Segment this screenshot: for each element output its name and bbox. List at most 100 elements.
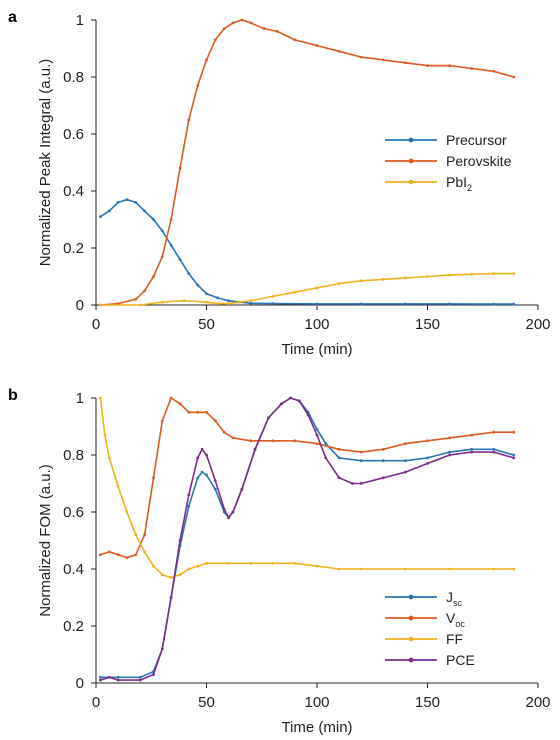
data-point [404, 61, 407, 65]
data-point [249, 301, 253, 305]
data-point [169, 596, 173, 599]
legend-marker [408, 137, 414, 143]
data-point [293, 439, 297, 443]
data-point [448, 567, 451, 571]
panel-letter-b: b [8, 387, 18, 404]
data-point [359, 302, 363, 306]
data-point [125, 556, 129, 559]
data-point [187, 493, 191, 497]
data-point [324, 456, 328, 460]
data-point [222, 27, 226, 30]
y-tick-label: 0.6 [63, 504, 84, 521]
data-point [492, 447, 496, 451]
data-point [178, 166, 182, 170]
legend-label: Precursor [446, 132, 507, 148]
data-point [134, 533, 138, 537]
data-point [160, 647, 164, 651]
data-point [381, 58, 385, 62]
series-voc [99, 396, 516, 559]
series-line [99, 198, 514, 305]
data-point [275, 30, 279, 33]
panel-a: 0 0.2 0.4 0.6 0.8 1 0 50 100 150 200 Time (min) Norm… [37, 12, 551, 358]
data-point [337, 476, 341, 480]
data-point [160, 300, 164, 304]
data-point [160, 255, 164, 258]
legend-item: FF [385, 631, 463, 647]
data-point [125, 510, 129, 514]
data-point [315, 302, 319, 306]
data-point [297, 399, 301, 403]
data-point [492, 69, 496, 73]
data-point [152, 218, 155, 221]
data-point [470, 67, 474, 70]
data-point [205, 300, 208, 304]
data-point [337, 447, 341, 451]
data-point [138, 675, 142, 679]
data-point [205, 58, 208, 62]
panel-b: 0 0.2 0.4 0.6 0.8 1 0 50 100 150 200 Time (min) Norm… [37, 390, 551, 736]
data-point [249, 21, 253, 25]
series-ff [99, 396, 516, 579]
data-point [448, 64, 451, 67]
data-point [404, 442, 407, 445]
data-point [470, 272, 474, 276]
legend-label: Jsc [446, 589, 463, 608]
data-point [213, 419, 217, 423]
data-point [512, 75, 516, 79]
x-tick-label: 100 [304, 316, 329, 333]
legend-item: Voc [385, 610, 465, 629]
data-point [492, 430, 496, 434]
data-point [143, 550, 147, 554]
data-point [448, 453, 451, 457]
data-point [315, 286, 319, 290]
series-perovskite [99, 18, 516, 307]
data-point [178, 258, 182, 261]
data-point [138, 303, 142, 307]
data-point [337, 456, 341, 460]
data-point [271, 295, 275, 298]
data-point [200, 470, 204, 474]
legend-label: Perovskite [446, 153, 512, 169]
data-point [512, 430, 516, 434]
data-point [152, 564, 155, 568]
data-point [231, 510, 235, 514]
data-point [116, 201, 120, 204]
data-point [143, 289, 147, 293]
data-point [337, 282, 341, 285]
data-point [315, 44, 319, 47]
y-tick-label: 0 [76, 297, 84, 314]
data-point [381, 447, 385, 451]
data-point [213, 38, 217, 42]
data-point [187, 567, 191, 571]
data-point [240, 487, 244, 491]
data-point [238, 300, 242, 304]
data-point [404, 567, 407, 571]
legend-item: PbI2 [385, 174, 472, 193]
data-point [200, 447, 204, 451]
data-point [213, 487, 217, 491]
data-point [169, 218, 173, 221]
data-point [470, 433, 474, 437]
data-point [249, 561, 253, 565]
data-point [267, 416, 270, 420]
x-tick-label: 150 [415, 694, 440, 711]
data-point [134, 553, 138, 557]
data-point [315, 564, 319, 568]
data-point [99, 675, 102, 679]
data-point [492, 450, 496, 454]
data-point [381, 459, 385, 463]
data-point [116, 553, 120, 557]
data-point [293, 561, 297, 565]
data-point [222, 507, 226, 511]
legend-marker [408, 179, 414, 185]
data-point [138, 678, 142, 682]
data-point [205, 410, 208, 414]
data-point [183, 299, 186, 303]
data-point [178, 573, 182, 577]
data-point [337, 49, 341, 53]
data-point [222, 430, 226, 434]
data-point [240, 18, 244, 22]
data-point [178, 539, 182, 542]
data-point [324, 442, 328, 445]
